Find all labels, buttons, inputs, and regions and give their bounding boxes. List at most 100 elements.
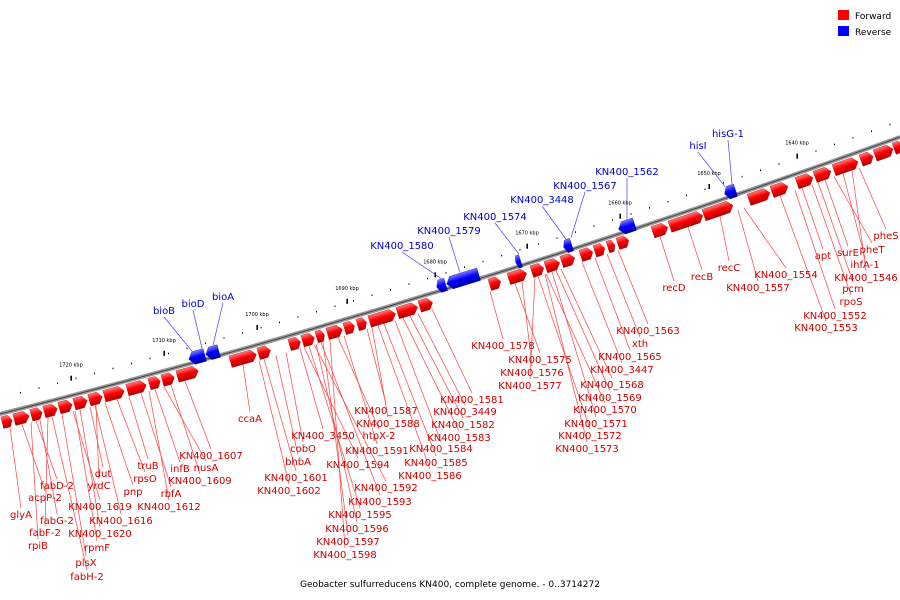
forward-gene-40[interactable] [858, 151, 875, 167]
forward-gene-30[interactable] [605, 239, 617, 254]
gene-label-rpso[interactable]: rpsO [133, 474, 157, 485]
reverse-gene-45[interactable] [435, 277, 448, 293]
gene-label-pnp[interactable]: pnp [123, 487, 142, 498]
gene-label-kn400-1620[interactable]: KN400_1620 [68, 529, 132, 540]
forward-gene-22[interactable] [417, 297, 434, 313]
gene-label-pcm[interactable]: pcm [842, 284, 864, 295]
forward-gene-31[interactable] [615, 235, 631, 250]
gene-label-nusa[interactable]: nusA [194, 463, 219, 474]
forward-gene-14[interactable] [287, 336, 302, 351]
forward-gene-36[interactable] [769, 181, 790, 198]
gene-label-kn400-1557[interactable]: KN400_1557 [726, 283, 790, 294]
gene-label-recc[interactable]: recC [718, 263, 741, 274]
gene-label-kn400-1582[interactable]: KN400_1582 [431, 420, 495, 431]
gene-label-kn400-1592[interactable]: KN400_1592 [354, 483, 418, 494]
gene-label-kn400-1587[interactable]: KN400_1587 [354, 406, 418, 417]
forward-gene-32[interactable] [650, 222, 670, 239]
forward-gene-5[interactable] [72, 395, 89, 411]
gene-label-infb[interactable]: infB [170, 464, 190, 475]
gene-label-cobo[interactable]: cobO [290, 444, 316, 455]
gene-label-kn400-1574[interactable]: KN400_1574 [463, 212, 527, 223]
forward-gene-4[interactable] [57, 399, 74, 415]
forward-gene-18[interactable] [342, 320, 356, 335]
gene-label-kn400-1554[interactable]: KN400_1554 [754, 270, 818, 281]
gene-label-kn400-1584[interactable]: KN400_1584 [409, 444, 473, 455]
gene-label-bhba[interactable]: bhbA [285, 457, 311, 468]
reverse-gene-46[interactable] [445, 267, 481, 290]
gene-label-hisg-1[interactable]: hisG-1 [712, 129, 744, 140]
gene-label-apt[interactable]: apt [815, 251, 831, 262]
gene-label-kn400-1552[interactable]: KN400_1552 [803, 311, 867, 322]
forward-gene-12[interactable] [228, 349, 258, 368]
forward-gene-17[interactable] [325, 324, 344, 340]
gene-label-acpp-2[interactable]: acpP-2 [28, 493, 62, 504]
gene-label-kn400-1602[interactable]: KN400_1602 [257, 486, 321, 497]
gene-label-kn400-3447[interactable]: KN400_3447 [590, 365, 654, 376]
gene-label-kn400-1616[interactable]: KN400_1616 [89, 516, 153, 527]
forward-gene-9[interactable] [147, 375, 162, 391]
gene-label-kn400-1575[interactable]: KN400_1575 [508, 355, 572, 366]
gene-label-kn400-1577[interactable]: KN400_1577 [498, 381, 562, 392]
gene-label-kn400-1594[interactable]: KN400_1594 [326, 460, 390, 471]
gene-label-kn400-1563[interactable]: KN400_1563 [616, 326, 680, 337]
forward-gene-16[interactable] [314, 329, 326, 344]
gene-label-kn400-1609[interactable]: KN400_1609 [168, 476, 232, 487]
forward-gene-10[interactable] [160, 372, 176, 387]
gene-label-kn400-1591[interactable]: KN400_1591 [345, 446, 409, 457]
gene-label-kn400-1579[interactable]: KN400_1579 [417, 226, 481, 237]
forward-gene-42[interactable] [891, 140, 900, 155]
forward-gene-21[interactable] [395, 301, 419, 320]
gene-label-kn400-1588[interactable]: KN400_1588 [356, 419, 420, 430]
gene-label-rpos[interactable]: rpoS [840, 297, 863, 308]
gene-label-kn400-1619[interactable]: KN400_1619 [68, 502, 132, 513]
forward-gene-20[interactable] [367, 308, 397, 328]
gene-label-sure[interactable]: surE [837, 248, 859, 259]
gene-label-fabd-2[interactable]: fabD-2 [40, 481, 74, 492]
forward-gene-29[interactable] [592, 242, 607, 258]
gene-label-kn400-3448[interactable]: KN400_3448 [510, 195, 574, 206]
forward-gene-6[interactable] [87, 391, 104, 407]
gene-label-fabg-2[interactable]: fabG-2 [40, 516, 74, 527]
gene-label-kn400-1546[interactable]: KN400_1546 [834, 273, 898, 284]
gene-label-kn400-1612[interactable]: KN400_1612 [137, 502, 201, 513]
gene-label-ccaa[interactable]: ccaA [238, 414, 262, 425]
forward-gene-0[interactable] [0, 414, 14, 429]
gene-label-kn400-1568[interactable]: KN400_1568 [580, 380, 644, 391]
gene-label-kn400-1553[interactable]: KN400_1553 [794, 323, 858, 334]
reverse-gene-43[interactable] [187, 348, 207, 366]
gene-label-biod[interactable]: bioD [182, 299, 205, 310]
forward-gene-3[interactable] [42, 403, 59, 418]
gene-label-kn400-3449[interactable]: KN400_3449 [433, 407, 497, 418]
gene-label-kn400-1593[interactable]: KN400_1593 [348, 497, 412, 508]
forward-gene-25[interactable] [529, 262, 546, 278]
gene-label-kn400-1597[interactable]: KN400_1597 [316, 537, 380, 548]
gene-label-kn400-1595[interactable]: KN400_1595 [328, 510, 392, 521]
forward-gene-2[interactable] [29, 407, 44, 422]
gene-label-dut[interactable]: dut [95, 469, 112, 480]
reverse-gene-44[interactable] [204, 344, 221, 361]
forward-gene-38[interactable] [812, 166, 833, 183]
forward-gene-1[interactable] [12, 410, 31, 426]
gene-label-kn400-1585[interactable]: KN400_1585 [404, 458, 468, 469]
gene-label-kn400-1586[interactable]: KN400_1586 [398, 471, 462, 482]
gene-label-rpmf[interactable]: rpmF [84, 543, 110, 554]
reverse-gene-48[interactable] [562, 238, 574, 254]
forward-gene-37[interactable] [794, 172, 815, 190]
gene-label-xth[interactable]: xth [632, 339, 648, 350]
forward-gene-8[interactable] [125, 379, 148, 397]
forward-gene-28[interactable] [578, 246, 595, 262]
gene-label-fabf-2[interactable]: fabF-2 [29, 528, 61, 539]
gene-label-kn400-1578[interactable]: KN400_1578 [471, 341, 535, 352]
gene-label-kn400-1571[interactable]: KN400_1571 [564, 419, 628, 430]
gene-label-kn400-1573[interactable]: KN400_1573 [555, 444, 619, 455]
gene-label-htpx-2[interactable]: htpX-2 [363, 431, 396, 442]
gene-label-bioa[interactable]: bioA [212, 292, 234, 303]
reverse-gene-50[interactable] [722, 183, 738, 200]
forward-gene-15[interactable] [300, 332, 316, 348]
gene-label-phet[interactable]: pheT [860, 245, 886, 256]
gene-label-kn400-1570[interactable]: KN400_1570 [573, 405, 637, 416]
forward-gene-34[interactable] [701, 200, 735, 222]
gene-label-kn400-1569[interactable]: KN400_1569 [578, 393, 642, 404]
gene-label-kn400-1565[interactable]: KN400_1565 [598, 352, 662, 363]
forward-gene-11[interactable] [175, 365, 200, 383]
